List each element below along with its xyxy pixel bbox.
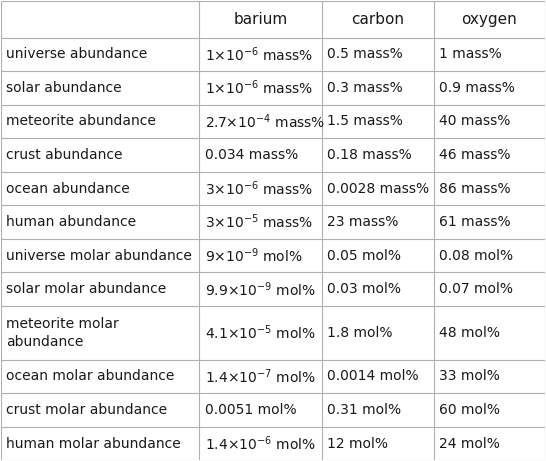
Text: 40 mass%: 40 mass% — [439, 114, 511, 129]
Text: meteorite molar: meteorite molar — [6, 317, 119, 331]
Text: 0.07 mol%: 0.07 mol% — [439, 282, 513, 296]
Text: universe molar abundance: universe molar abundance — [6, 248, 192, 263]
Text: ocean molar abundance: ocean molar abundance — [6, 369, 175, 384]
Text: 0.5 mass%: 0.5 mass% — [328, 47, 403, 61]
Text: $4.1{\times}10^{-5}$ mol%: $4.1{\times}10^{-5}$ mol% — [205, 324, 316, 342]
Text: crust abundance: crust abundance — [6, 148, 123, 162]
Text: $3{\times}10^{-6}$ mass%: $3{\times}10^{-6}$ mass% — [205, 179, 313, 198]
Text: 0.18 mass%: 0.18 mass% — [328, 148, 412, 162]
Text: 46 mass%: 46 mass% — [439, 148, 511, 162]
Text: solar molar abundance: solar molar abundance — [6, 282, 167, 296]
Text: oxygen: oxygen — [461, 12, 518, 27]
Text: 0.31 mol%: 0.31 mol% — [328, 403, 402, 417]
Text: abundance: abundance — [6, 335, 84, 349]
Text: $9.9{\times}10^{-9}$ mol%: $9.9{\times}10^{-9}$ mol% — [205, 280, 316, 299]
Text: 1 mass%: 1 mass% — [439, 47, 502, 61]
Text: 1.5 mass%: 1.5 mass% — [328, 114, 403, 129]
Text: meteorite abundance: meteorite abundance — [6, 114, 156, 129]
Text: 0.08 mol%: 0.08 mol% — [439, 248, 513, 263]
Text: carbon: carbon — [351, 12, 405, 27]
Text: 61 mass%: 61 mass% — [439, 215, 511, 229]
Text: 12 mol%: 12 mol% — [328, 437, 388, 450]
Text: 0.0051 mol%: 0.0051 mol% — [205, 403, 296, 417]
Text: 0.3 mass%: 0.3 mass% — [328, 81, 403, 95]
Text: barium: barium — [234, 12, 288, 27]
Text: 60 mol%: 60 mol% — [439, 403, 500, 417]
Text: 0.03 mol%: 0.03 mol% — [328, 282, 401, 296]
Text: 48 mol%: 48 mol% — [439, 326, 500, 340]
Text: $1.4{\times}10^{-7}$ mol%: $1.4{\times}10^{-7}$ mol% — [205, 367, 316, 386]
Text: human molar abundance: human molar abundance — [6, 437, 181, 450]
Text: $1.4{\times}10^{-6}$ mol%: $1.4{\times}10^{-6}$ mol% — [205, 434, 316, 453]
Text: human abundance: human abundance — [6, 215, 136, 229]
Text: 0.0028 mass%: 0.0028 mass% — [328, 182, 430, 195]
Text: ocean abundance: ocean abundance — [6, 182, 130, 195]
Text: $1{\times}10^{-6}$ mass%: $1{\times}10^{-6}$ mass% — [205, 79, 313, 97]
Text: $2.7{\times}10^{-4}$ mass%: $2.7{\times}10^{-4}$ mass% — [205, 112, 325, 131]
Text: $3{\times}10^{-5}$ mass%: $3{\times}10^{-5}$ mass% — [205, 213, 313, 231]
Text: $9{\times}10^{-9}$ mol%: $9{\times}10^{-9}$ mol% — [205, 246, 302, 265]
Text: universe abundance: universe abundance — [6, 47, 147, 61]
Text: 0.9 mass%: 0.9 mass% — [439, 81, 515, 95]
Text: $1{\times}10^{-6}$ mass%: $1{\times}10^{-6}$ mass% — [205, 45, 313, 64]
Text: 86 mass%: 86 mass% — [439, 182, 511, 195]
Text: 24 mol%: 24 mol% — [439, 437, 500, 450]
Text: 33 mol%: 33 mol% — [439, 369, 500, 384]
Text: crust molar abundance: crust molar abundance — [6, 403, 167, 417]
Text: 1.8 mol%: 1.8 mol% — [328, 326, 393, 340]
Text: 0.05 mol%: 0.05 mol% — [328, 248, 401, 263]
Text: solar abundance: solar abundance — [6, 81, 122, 95]
Text: 0.034 mass%: 0.034 mass% — [205, 148, 298, 162]
Text: 23 mass%: 23 mass% — [328, 215, 399, 229]
Text: 0.0014 mol%: 0.0014 mol% — [328, 369, 419, 384]
